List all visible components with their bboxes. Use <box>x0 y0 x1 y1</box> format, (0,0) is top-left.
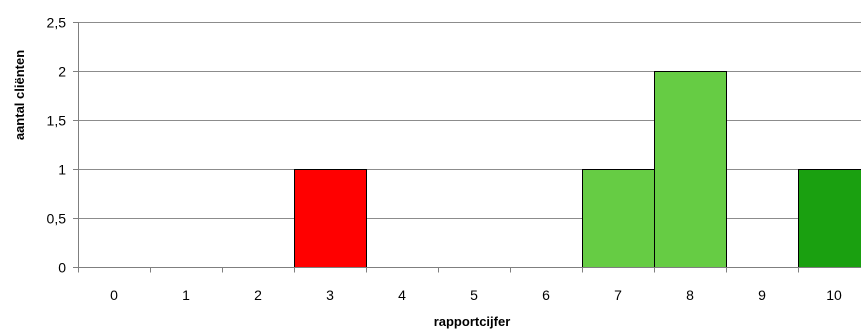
x-tick-label: 7 <box>614 287 622 303</box>
bar-10 <box>798 169 861 268</box>
bars <box>294 71 861 268</box>
bar-7 <box>582 169 655 268</box>
y-axis-title: aantal cliënten <box>12 50 27 140</box>
x-tick-label: 9 <box>758 287 766 303</box>
y-tick-label: 2,5 <box>47 15 67 31</box>
x-tick-label: 1 <box>182 287 190 303</box>
axes <box>73 22 861 273</box>
x-tick-label: 6 <box>542 287 550 303</box>
bar-3 <box>294 169 367 268</box>
x-tick-label: 5 <box>470 287 478 303</box>
bar-8 <box>654 71 727 268</box>
y-tick-label: 0,5 <box>47 211 67 227</box>
x-tick-label: 10 <box>826 287 842 303</box>
x-tick-label: 0 <box>110 287 118 303</box>
gridlines <box>78 22 861 219</box>
y-tick-label: 0 <box>58 260 66 276</box>
x-tick-labels: 0 1 2 3 4 5 6 7 8 9 10 <box>110 287 842 303</box>
x-axis-title: rapportcijfer <box>434 314 511 329</box>
x-tick-label: 3 <box>326 287 334 303</box>
y-tick-labels: 0 0,5 1 1,5 2 2,5 <box>47 15 67 276</box>
y-tick-label: 1 <box>58 162 66 178</box>
x-tick-label: 2 <box>254 287 262 303</box>
y-tick-label: 1,5 <box>47 113 67 129</box>
x-tick-label: 8 <box>686 287 694 303</box>
y-tick-label: 2 <box>58 64 66 80</box>
x-tick-label: 4 <box>398 287 406 303</box>
